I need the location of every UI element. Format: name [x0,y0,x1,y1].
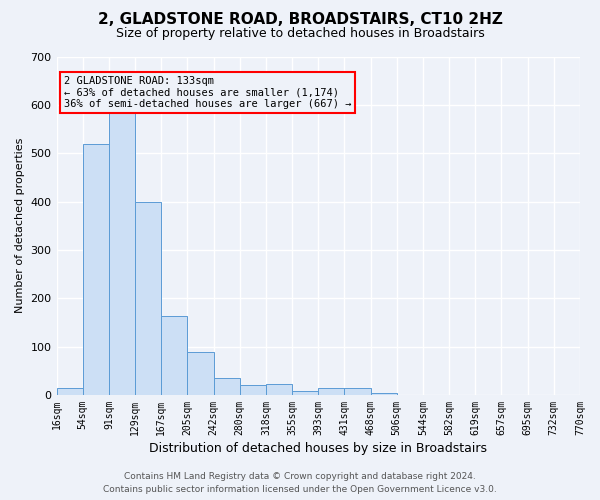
Bar [344,388,371,395]
X-axis label: Distribution of detached houses by size in Broadstairs: Distribution of detached houses by size … [149,442,487,455]
Bar [187,352,214,395]
Bar [371,392,397,395]
Bar [266,384,292,395]
Bar [56,388,83,395]
Bar [83,144,109,395]
Text: Size of property relative to detached houses in Broadstairs: Size of property relative to detached ho… [116,28,484,40]
Text: Contains HM Land Registry data © Crown copyright and database right 2024.
Contai: Contains HM Land Registry data © Crown c… [103,472,497,494]
Bar [292,390,318,395]
Y-axis label: Number of detached properties: Number of detached properties [15,138,25,314]
Bar [214,378,240,395]
Bar [318,388,344,395]
Bar [161,316,187,395]
Bar [240,385,266,395]
Bar [135,202,161,395]
Text: 2, GLADSTONE ROAD, BROADSTAIRS, CT10 2HZ: 2, GLADSTONE ROAD, BROADSTAIRS, CT10 2HZ [98,12,502,28]
Bar [109,110,135,395]
Text: 2 GLADSTONE ROAD: 133sqm
← 63% of detached houses are smaller (1,174)
36% of sem: 2 GLADSTONE ROAD: 133sqm ← 63% of detach… [64,76,352,109]
